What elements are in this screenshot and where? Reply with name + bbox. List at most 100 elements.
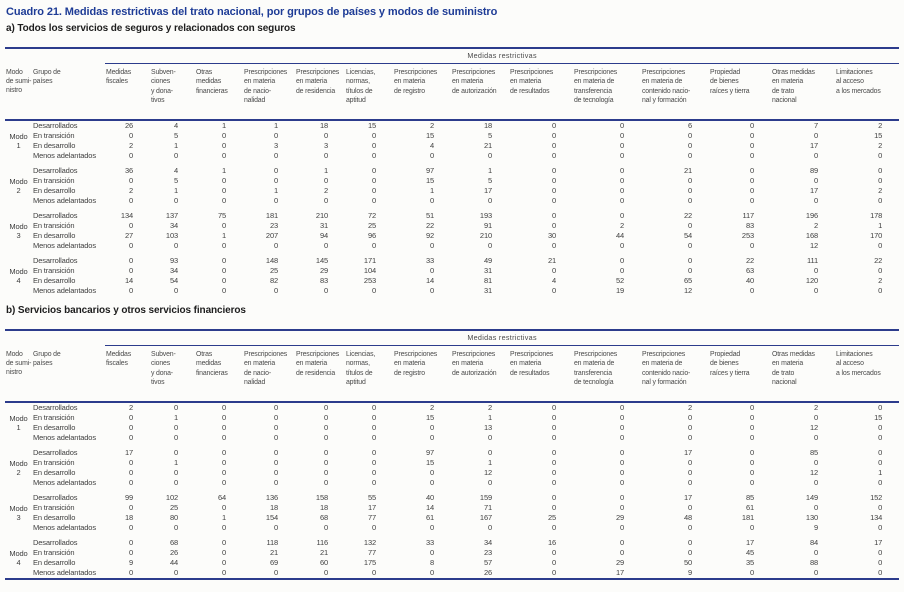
value-cell: 83 [745,221,754,231]
value-cell: 1 [429,186,434,196]
value-cell: 0 [221,266,226,276]
measure-column-header: Medidas fiscales [105,345,150,404]
value-cell: 0 [221,186,226,196]
value-cell: 0 [619,523,624,533]
value-cell: 0 [878,448,883,458]
value-cell: 0 [323,468,328,478]
value-cell: 0 [273,176,278,186]
value-cell: 0 [323,403,328,413]
value-cell: 12 [809,241,818,251]
table-row: Modo 4 Desarrollados 0 68 0 118 116 132 33 34 16 0 0… [5,533,899,567]
value-cell: 0 [687,221,692,231]
value-cell: 0 [551,468,556,478]
value-cell: 0 [687,131,692,141]
value-cell: 2 [687,403,692,413]
value-cell: 0 [813,266,818,276]
value-cell: 1 [273,186,278,196]
value-cell: 0 [128,458,133,468]
value-cell: 0 [749,241,754,251]
table-row: Modo 2 Desarrollados 36 4 1 0 1 0 97 1 0 0 21 0 89 0 [5,161,899,195]
country-group-label: En desarrollo [33,423,76,433]
value-cell: 48 [683,513,692,523]
value-cell: 0 [878,266,883,276]
value-cell: 2 [619,221,624,231]
value-cell: 0 [813,548,818,558]
value-cell: 0 [878,548,883,558]
value-cell: 8 [429,558,434,568]
value-cell: 0 [173,423,178,433]
value-cell: 80 [169,513,178,523]
value-cell: 145 [315,256,328,266]
value-cell: 0 [128,256,133,266]
value-cell: 134 [120,211,133,221]
value-cell: 91 [483,221,492,231]
value-cell: 0 [551,196,556,206]
value-cell: 0 [619,478,624,488]
value-cell: 0 [749,151,754,161]
country-group-label: En transición [33,221,75,231]
country-group-label: En transición [33,131,75,141]
table-row: En desarrollo 2 1 0 1 2 0 1 17 0 0 0 0 17 2 [5,186,899,196]
value-cell: 0 [371,186,376,196]
value-cell: 0 [221,151,226,161]
country-group-label: En desarrollo [33,468,76,478]
value-cell: 0 [429,286,434,296]
value-cell: 0 [551,558,556,568]
table-row: En desarrollo 9 44 0 69 60 175 8 57 0 29 50 35 88 0 [5,558,899,568]
value-cell: 0 [749,448,754,458]
value-cell: 0 [551,166,556,176]
value-cell: 0 [551,448,556,458]
table-row: En desarrollo 0 0 0 0 0 0 0 13 0 0 0 0 12 0 [5,423,899,433]
value-cell: 0 [878,196,883,206]
value-cell: 0 [221,503,226,513]
value-cell: 148 [265,256,278,266]
value-cell: 0 [429,468,434,478]
value-cell: 0 [371,413,376,423]
country-group-label: Menos adelantados [33,478,96,488]
value-cell: 85 [745,493,754,503]
value-cell: 0 [371,196,376,206]
country-group-label: Desarrollados [33,211,78,221]
value-cell: 0 [128,523,133,533]
value-cell: 1 [173,413,178,423]
measure-column-header: Prescripciones en materia de registro [393,63,451,122]
value-cell: 0 [551,493,556,503]
value-cell: 17 [615,568,624,578]
value-cell: 0 [323,131,328,141]
value-cell: 0 [878,478,883,488]
value-cell: 0 [551,286,556,296]
measure-column-header: Prescripciones en materia de nacio- nali… [243,63,295,122]
mode-label: Modo 1 [9,131,28,151]
value-cell: 17 [874,538,883,548]
value-cell: 0 [749,478,754,488]
value-cell: 17 [683,448,692,458]
value-cell: 44 [615,231,624,241]
insurance-services-table: Medidas restrictivas Modo de sumi- nistr… [5,47,900,296]
header-spacer [5,48,105,64]
value-cell: 18 [124,513,133,523]
value-cell: 0 [128,503,133,513]
value-cell: 0 [221,276,226,286]
value-cell: 0 [173,403,178,413]
value-cell: 0 [619,186,624,196]
value-cell: 29 [615,513,624,523]
value-cell: 134 [870,513,883,523]
value-cell: 116 [316,538,328,548]
value-cell: 120 [805,276,818,286]
value-cell: 0 [619,493,624,503]
value-cell: 170 [870,231,883,241]
value-cell: 0 [687,256,692,266]
value-cell: 0 [273,286,278,296]
measure-column-header: Prescripciones en materia de nacio- nali… [243,345,295,404]
value-cell: 93 [169,256,178,266]
value-cell: 0 [878,166,883,176]
table-row: En transición 0 26 0 21 21 77 0 23 0 0 0 45 0 0 [5,548,899,558]
value-cell: 84 [809,538,818,548]
country-group-label: En desarrollo [33,558,76,568]
value-cell: 0 [619,166,624,176]
value-cell: 0 [687,151,692,161]
value-cell: 0 [221,196,226,206]
value-cell: 0 [813,196,818,206]
value-cell: 0 [619,241,624,251]
value-cell: 0 [687,433,692,443]
